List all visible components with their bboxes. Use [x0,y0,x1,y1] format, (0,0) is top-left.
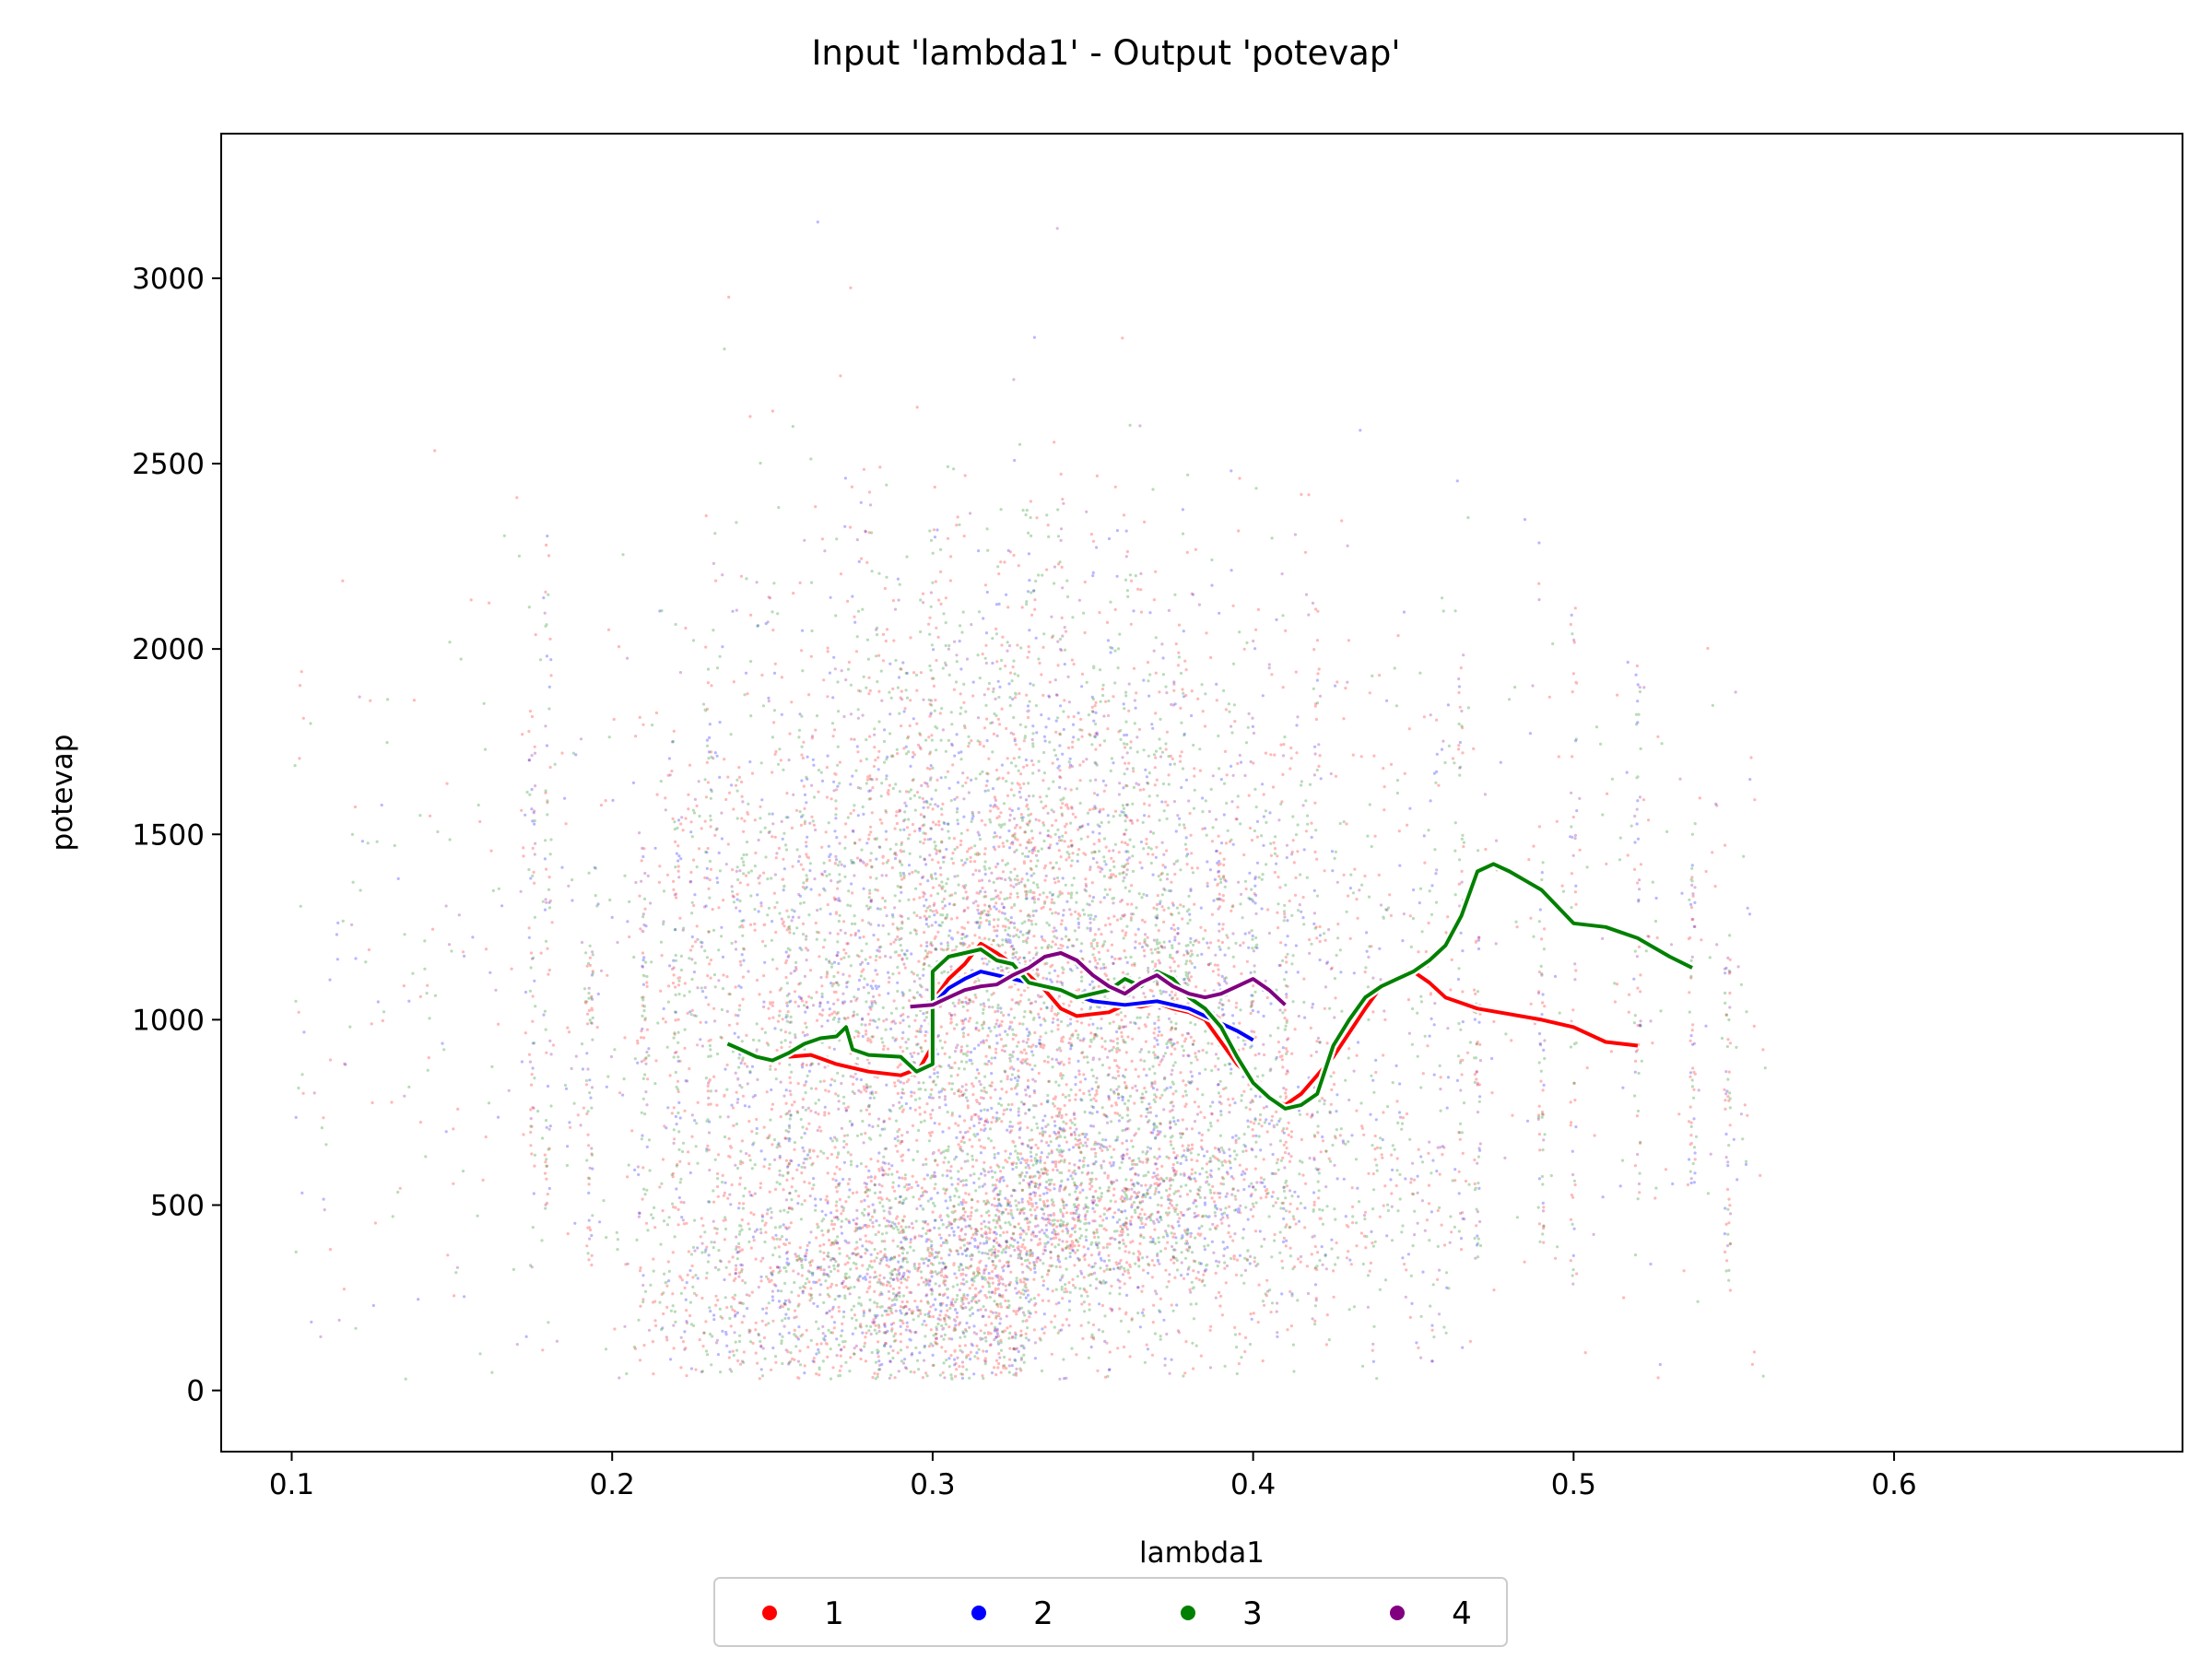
scatter-cloud-series-1 [297,286,1765,1381]
trend-layer [725,859,1695,1113]
axes-frame [220,133,2183,1453]
legend-item-1: 1 [762,1595,844,1632]
legend-item-4: 4 [1390,1595,1472,1632]
legend-marker [971,1606,986,1620]
x-tick-label: 0.4 [1230,1468,1276,1501]
legend-frame [713,1577,1508,1647]
y-tick-label: 3000 [132,263,205,296]
legend: 1 2 3 4 [713,1577,1508,1647]
y-tick-label: 0 [186,1375,205,1408]
x-tick-label: 0.3 [910,1468,955,1501]
legend-item-2: 2 [971,1595,1053,1632]
legend-label: 3 [1242,1595,1263,1632]
trend-line-series-4 [910,951,1287,1009]
legend-marker [1390,1606,1405,1620]
y-axis: 0 500 1000 1500 2000 2500 3000 [132,263,221,1408]
legend-label: 1 [824,1595,844,1632]
x-tick-label: 0.6 [1871,1468,1916,1501]
y-tick-label: 2500 [132,448,205,481]
y-tick-label: 2000 [132,633,205,666]
y-tick-label: 1500 [132,818,205,852]
y-axis-label: potevap [46,735,79,852]
x-axis-label: lambda1 [1139,1536,1265,1570]
legend-item-3: 3 [1181,1595,1263,1632]
legend-marker [762,1606,777,1620]
y-tick-label: 500 [150,1190,205,1223]
chart-title: Input 'lambda1' - Output 'potevap' [811,33,1400,73]
x-axis: 0.1 0.2 0.3 0.4 0.5 0.6 [269,1452,1917,1501]
legend-label: 2 [1033,1595,1053,1632]
legend-marker [1181,1606,1195,1620]
y-tick-label: 1000 [132,1004,205,1037]
legend-label: 4 [1452,1595,1472,1632]
x-tick-label: 0.2 [590,1468,635,1501]
x-tick-label: 0.1 [269,1468,314,1501]
x-tick-label: 0.5 [1551,1468,1596,1501]
scatter-cloud-series-3 [293,347,1767,1381]
